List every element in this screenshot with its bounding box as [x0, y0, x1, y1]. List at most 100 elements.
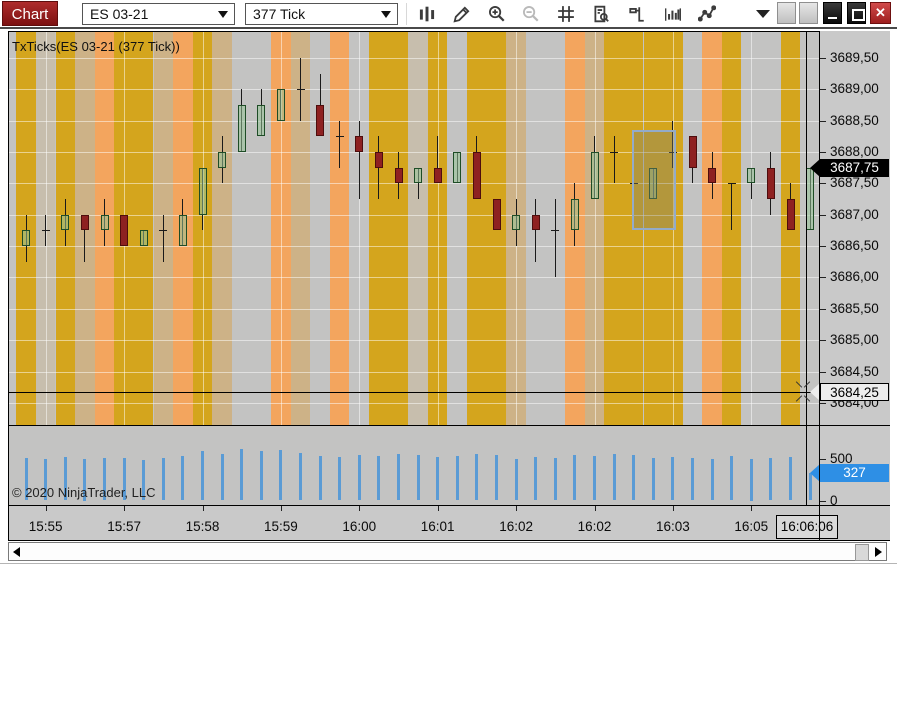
background-band [388, 31, 409, 425]
candle-doji-tick [159, 229, 168, 232]
volume-bar [377, 455, 381, 501]
zoom-in-icon[interactable] [485, 3, 509, 25]
time-tick [202, 505, 204, 511]
background-band [408, 31, 428, 425]
time-tick-label: 16:00 [342, 519, 377, 534]
close-icon: ✕ [875, 5, 886, 20]
candle-body-down [394, 167, 403, 184]
zoom-out-icon[interactable] [519, 3, 543, 25]
maximize-button[interactable] [847, 2, 866, 24]
horizontal-gridline [8, 308, 819, 310]
instrument-dropdown[interactable]: ES 03-21 [82, 3, 235, 25]
background-band [251, 31, 272, 425]
time-tick-label: 16:02 [577, 519, 612, 534]
volume-bar [710, 459, 714, 501]
volume-bar [514, 458, 518, 501]
instrument-value: ES 03-21 [90, 6, 149, 22]
candle-body-down [688, 136, 697, 168]
background-band [467, 31, 487, 425]
volume-bar [259, 451, 263, 501]
horizontal-gridline [8, 58, 819, 59]
volume-bar [142, 460, 146, 501]
plot-border-left [8, 31, 9, 540]
vertical-gridline [359, 31, 361, 425]
window-button-blank-2[interactable] [799, 2, 818, 24]
volume-bar [534, 457, 538, 501]
close-button[interactable]: ✕ [870, 2, 891, 24]
candle-wick [672, 120, 674, 168]
time-axis-bottom-border [8, 540, 890, 541]
volume-tick [819, 500, 826, 502]
scroll-left-icon[interactable] [13, 547, 20, 557]
candle-doji-tick [296, 88, 305, 91]
candle-body-up [139, 230, 148, 247]
candle-doji-tick [41, 229, 50, 232]
minimize-button[interactable] [823, 2, 842, 24]
scroll-right-icon[interactable] [875, 547, 882, 557]
window-button-blank-1[interactable] [777, 2, 796, 24]
candle-body-up [257, 105, 266, 137]
candle-body-down [80, 214, 89, 231]
crosshair-price-label: 3684,25 [820, 383, 889, 401]
horizontal-scrollbar[interactable] [8, 542, 887, 561]
candle-doji-tick [335, 135, 344, 138]
candle-body-up [747, 167, 756, 184]
background-band [329, 31, 350, 425]
indicators-icon[interactable] [695, 3, 719, 25]
candle-doji-tick [727, 182, 736, 185]
toolbar-overflow-icon[interactable] [756, 10, 770, 18]
selection-box[interactable] [631, 130, 676, 231]
toolbar: Chart ES 03-21 377 Tick [0, 0, 897, 28]
volume-bar [553, 458, 557, 501]
crosshair-horizontal-line [8, 392, 819, 393]
volume-bar [318, 455, 322, 501]
price-tick [819, 183, 826, 185]
vertical-gridline [202, 31, 204, 425]
current-volume-label-pointer [810, 464, 820, 483]
drawing-tools-icon[interactable] [450, 3, 474, 25]
background-band [702, 31, 722, 425]
chart-style-icon[interactable] [415, 3, 439, 25]
volume-bar [651, 458, 655, 501]
volume-bar [632, 454, 636, 501]
chevron-down-icon [218, 11, 228, 18]
background-band [447, 31, 468, 425]
candle-body-down [492, 199, 501, 231]
vertical-gridline [672, 31, 674, 425]
time-tick [516, 505, 518, 511]
price-tick-label: 3686,50 [830, 238, 879, 254]
volume-tick-label: 0 [830, 492, 838, 508]
candle-doji-tick [668, 151, 677, 153]
price-tick [819, 371, 826, 373]
scroll-thumb[interactable] [855, 544, 869, 561]
time-axis[interactable] [8, 505, 819, 540]
crosshair-icon[interactable] [554, 3, 578, 25]
chart-trader-icon[interactable] [625, 3, 649, 25]
time-tick-label: 15:57 [107, 519, 141, 534]
volume-histogram-icon[interactable] [661, 3, 685, 25]
volume-bar [44, 458, 48, 501]
price-axis[interactable] [819, 31, 890, 540]
volume-bar [83, 458, 87, 501]
background-band [290, 31, 311, 425]
price-tick-label: 3685,00 [830, 332, 879, 348]
volume-bar [671, 457, 675, 501]
toolbar-separator [406, 3, 407, 25]
candle-body-up [198, 167, 207, 215]
data-box-icon[interactable] [589, 3, 613, 25]
candle-doji-tick [551, 229, 560, 232]
maximize-icon [852, 9, 865, 21]
chart-title-overlay: TxTicks(ES 03-21 (377 Tick)) [12, 39, 180, 54]
price-tick-label: 3686,00 [830, 269, 879, 285]
candle-body-down [531, 214, 540, 231]
volume-bar [593, 455, 596, 501]
volume-panel-bottom-border [8, 505, 890, 506]
background-band [761, 31, 781, 425]
horizontal-gridline [8, 402, 819, 404]
background-band [682, 31, 703, 425]
price-tick [819, 58, 826, 59]
candle-body-down [766, 167, 775, 200]
volume-bar [103, 457, 106, 501]
candle-body-up [453, 152, 462, 184]
interval-dropdown[interactable]: 377 Tick [245, 3, 398, 25]
